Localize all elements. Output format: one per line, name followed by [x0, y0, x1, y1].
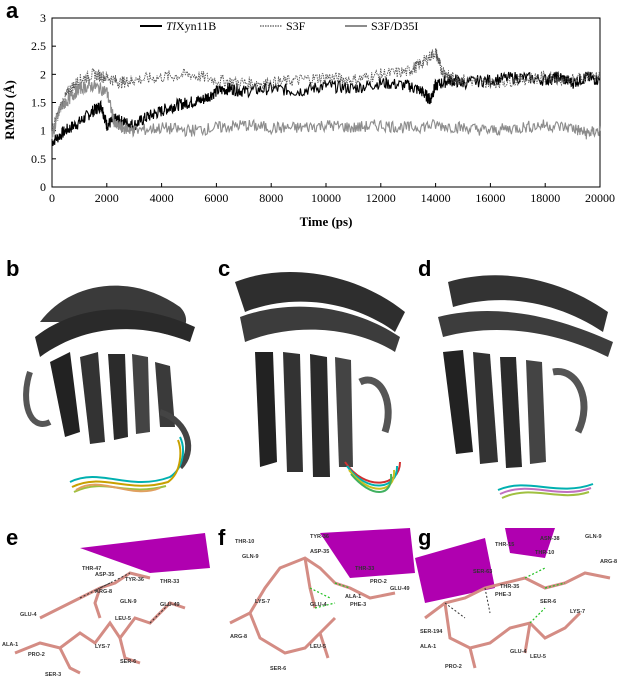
chart-series [51, 48, 601, 147]
x-tick-label: 2000 [95, 191, 119, 205]
series-line-2 [51, 78, 601, 140]
series-line-1 [51, 48, 601, 136]
residue-label: SER-194 [420, 629, 443, 635]
residue-label: GLU-4 [310, 602, 327, 608]
x-tick-label: 10000 [311, 191, 341, 205]
residue-label: LEU-5 [115, 616, 131, 622]
panel-label-f: f [218, 525, 226, 550]
residue-label: ASP-35 [310, 549, 329, 555]
residue-label: SER-6 [540, 599, 556, 605]
residue-label: PHE-3 [495, 592, 511, 598]
structure-panel-d [438, 275, 613, 499]
residue-label: THR-33 [160, 579, 179, 585]
residue-label: GLN-9 [120, 599, 137, 605]
residue-label: TYR-36 [125, 577, 144, 583]
rmsd-line-chart: 0 2000 4000 6000 8000 10000 12000 14000 16000 180… [2, 11, 615, 229]
legend-label-2: S3F/D35I [371, 19, 418, 33]
residue-label: ARG-8 [600, 559, 617, 565]
residue-label: PRO-2 [28, 652, 45, 658]
residue-label: LYS-7 [570, 609, 585, 615]
x-tick-label: 20000 [585, 191, 615, 205]
residue-label: GLU-49 [160, 602, 180, 608]
panel-label-d: d [418, 256, 432, 281]
residue-label: LEU-5 [310, 644, 326, 650]
y-axis-label: RMSD (Å) [2, 80, 17, 140]
ribbon-overlay-d [438, 275, 613, 499]
residue-label: PHE-3 [350, 602, 366, 608]
y-tick-label: 1 [40, 124, 46, 138]
structure-panel-c [235, 272, 405, 493]
y-tick-label: 2.5 [31, 39, 46, 53]
x-tick-label: 6000 [204, 191, 228, 205]
residue-label: ARG-8 [95, 589, 112, 595]
residue-label: THR-10 [535, 550, 554, 556]
residue-label: GLU-4 [510, 649, 527, 655]
residue-label: PRO-2 [370, 579, 387, 585]
y-tick-label: 0 [40, 180, 46, 194]
interaction-panel-g: ASN-38 GLN-9 ARG-8 THR-15 THR-10 SER-63 THR-35… [415, 528, 617, 670]
residue-label: THR-47 [82, 566, 101, 572]
panel-label-e: e [6, 525, 19, 550]
residue-label: THR-10 [235, 539, 254, 545]
panel-label-b: b [6, 256, 20, 281]
chart-axes: 0 2000 4000 6000 8000 10000 12000 14000 16000 180… [31, 11, 615, 205]
x-tick-label: 0 [49, 191, 55, 205]
residue-label: ALA-1 [2, 642, 18, 648]
residue-label: THR-33 [355, 566, 374, 572]
residue-label: ALA-1 [345, 594, 361, 600]
chart-legend: TlXyn11B S3F S3F/D35I [140, 19, 418, 33]
residue-label: ARG-8 [230, 634, 247, 640]
y-tick-label: 1.5 [31, 96, 46, 110]
x-tick-label: 16000 [475, 191, 505, 205]
residue-label: ALA-1 [420, 644, 436, 650]
residue-label: SER-6 [270, 666, 286, 672]
plot-frame [51, 17, 601, 188]
residue-label: SER-63 [473, 569, 492, 575]
residue-label: THR-15 [495, 542, 514, 548]
residue-label: GLU-4 [20, 612, 37, 618]
legend-label-0: TlXyn11B [166, 19, 216, 33]
residue-labels-f: THR-10 GLN-9 TYR-36 ASP-35 THR-33 GLU-49PRO-2… [230, 534, 410, 672]
y-tick-label: 0.5 [31, 152, 46, 166]
y-tick-label: 2 [40, 67, 46, 81]
residue-label: GLU-49 [390, 586, 410, 592]
x-tick-label: 12000 [366, 191, 396, 205]
ribbon-overlay-c [235, 272, 405, 493]
panel-label-a: a [6, 0, 19, 23]
x-tick-label: 14000 [421, 191, 451, 205]
x-tick-label: 4000 [150, 191, 174, 205]
residue-label: GLN-9 [242, 554, 259, 560]
ribbon-overlay-b [23, 285, 195, 493]
structure-panel-b [23, 285, 195, 493]
panel-label-g: g [418, 525, 432, 550]
residue-label: TYR-36 [310, 534, 329, 540]
residue-label: LYS-7 [255, 599, 270, 605]
y-tick-label: 3 [40, 11, 46, 25]
x-axis-label: Time (ps) [300, 214, 353, 229]
x-tick-label: 18000 [530, 191, 560, 205]
residue-label: LEU-5 [530, 654, 546, 660]
residue-label: ASN-38 [540, 536, 560, 542]
interaction-panel-f: THR-10 GLN-9 TYR-36 ASP-35 THR-33 GLU-49PRO-2… [229, 528, 415, 672]
residue-label: ASP-35 [95, 572, 114, 578]
residue-label: GLN-9 [585, 534, 602, 540]
legend-label-1: S3F [286, 19, 306, 33]
residue-label: THR-35 [500, 584, 519, 590]
residue-label: SER-3 [45, 672, 61, 678]
residue-label: PRO-2 [445, 664, 462, 670]
panel-label-c: c [218, 256, 231, 281]
residue-label: SER-6 [120, 659, 136, 665]
x-tick-label: 8000 [259, 191, 283, 205]
residue-label: LYS-7 [95, 644, 110, 650]
residue-labels-g: ASN-38 GLN-9 ARG-8 THR-15 THR-10 SER-63 THR-35… [420, 534, 617, 670]
